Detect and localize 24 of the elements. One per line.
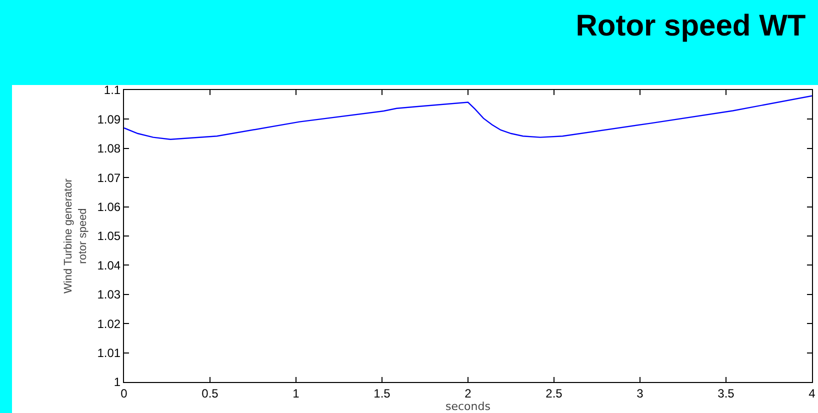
- y-tick-label: 1.1: [104, 83, 121, 98]
- y-tick-label: 1.01: [97, 346, 121, 360]
- x-tick-label: 0: [120, 386, 128, 400]
- y-tick-label: 1.09: [97, 112, 121, 126]
- x-tick-label: 3.5: [718, 386, 735, 400]
- x-tick-label: 1: [292, 386, 300, 400]
- x-tick-label: 0.5: [202, 386, 219, 400]
- x-axis-title: seconds: [446, 400, 491, 413]
- x-tick-label: 3: [636, 386, 644, 400]
- chart-title: Rotor speed WT: [576, 9, 806, 42]
- y-tick-label: 1.07: [97, 170, 121, 185]
- y-tick-label: 1.08: [97, 142, 121, 156]
- y-tick-label: 1.05: [97, 229, 121, 244]
- x-tick-label: 2: [464, 386, 472, 400]
- y-tick-label: 1.04: [97, 258, 121, 272]
- line-series: [124, 95, 812, 140]
- x-tick-label: 2.5: [546, 386, 563, 400]
- y-tick-label: 1: [114, 375, 121, 390]
- y-tick-label: 1.06: [97, 200, 121, 214]
- y-tick-label: 1.03: [97, 288, 121, 302]
- x-tick-label: 1.5: [374, 386, 391, 400]
- y-axis-title: Wind Turbine generator rotor speed: [62, 178, 89, 294]
- y-tick-label: 1.02: [97, 316, 121, 331]
- x-tick-label: 4: [808, 386, 816, 400]
